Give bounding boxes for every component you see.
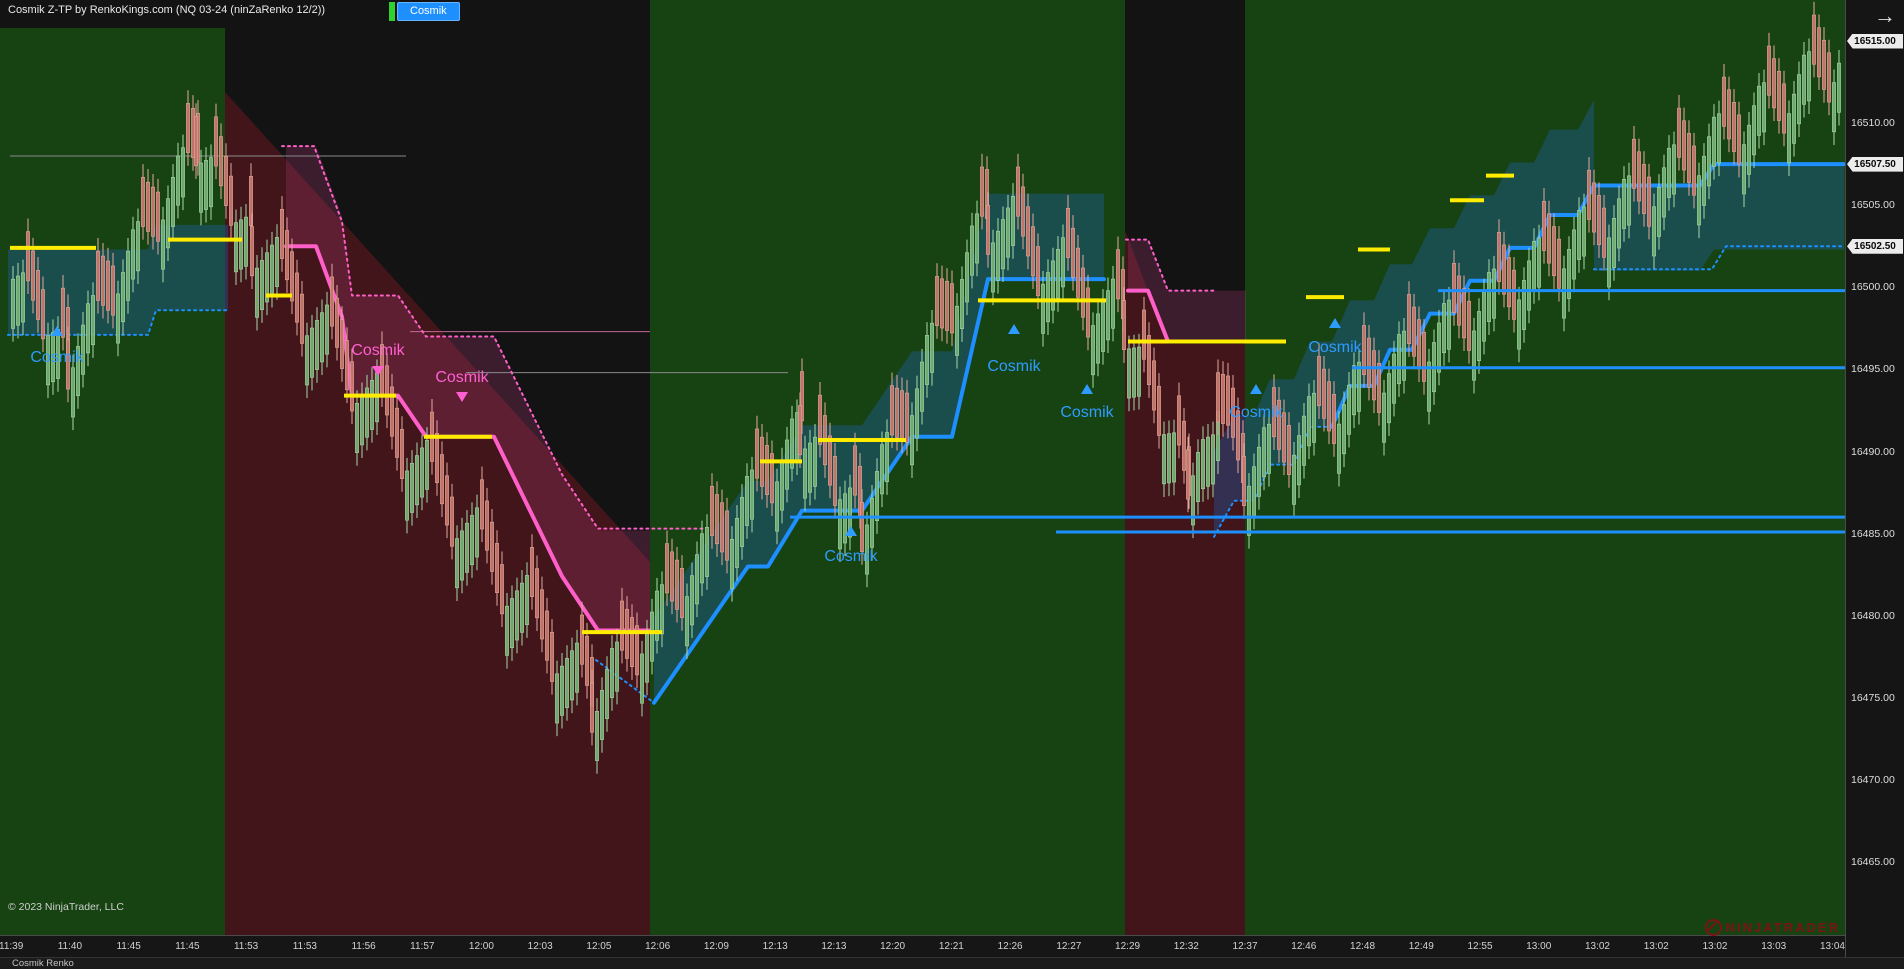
ninjatrader-watermark-text: NINJATRADER [1725,920,1840,935]
extended-level-lines [10,155,788,374]
cosmik-up-signal: Cosmik [824,526,879,565]
price-tick-label: 16470.00 [1851,773,1895,786]
cosmik-button-group: Cosmik [389,2,460,21]
time-tick-label: 12:32 [1173,941,1199,952]
down-triangle-icon [456,392,468,402]
time-tick-label: 13:04 [1819,941,1845,952]
cosmik-up-signal: Cosmik [1229,384,1284,421]
time-tick-label: 12:26 [997,941,1023,952]
time-tick-label: 12:06 [645,941,671,952]
cosmik-up-signal: Cosmik [30,326,85,366]
time-tick-label: 11:40 [57,941,83,952]
time-tick-label: 11:39 [0,941,24,952]
time-tick-label: 11:53 [233,941,259,952]
time-tick-label: 12:37 [1232,941,1258,952]
cosmik-signal-label: Cosmik [435,369,489,386]
time-tick-label: 12:27 [1056,941,1082,952]
chart-title: Cosmik Z-TP by RenkoKings.com (NQ 03-24 … [8,4,326,16]
price-tick-label: 16485.00 [1851,527,1895,540]
price-axis[interactable]: 16510.00 16505.00 16500.00 16495.00 16490.00… [1845,0,1904,957]
time-tick-label: 12:00 [468,941,494,952]
level-lines [790,289,1845,534]
time-tick-label: 13:03 [1761,941,1787,952]
up-triangle-icon [1329,318,1341,328]
time-tick-label: 13:02 [1643,941,1669,952]
price-marker: 16507.50 [1847,156,1903,172]
tp-segments [10,173,1514,635]
time-tick-label: 12:03 [527,941,553,952]
cosmik-signal-label: Cosmik [824,548,878,565]
time-tick-label: 13:02 [1702,941,1728,952]
price-marker: 16515.00 [1847,33,1903,49]
trail-lines [7,145,1845,705]
price-tick-label: 16495.00 [1851,363,1895,376]
time-tick-label: 11:45 [175,941,200,952]
up-triangle-icon [1081,384,1093,394]
chart-tab-bar: Cosmik Renko [0,957,1904,969]
cosmik-up-signal: Cosmik [987,324,1042,375]
time-tick-label: 11:45 [116,941,141,952]
down-triangle-icon [372,366,384,376]
time-tick-label: 12:09 [703,941,729,952]
time-tick-label: 13:02 [1584,941,1610,952]
forward-arrow-icon[interactable]: → [1874,3,1896,28]
time-tick-label: 12:46 [1291,941,1317,952]
up-triangle-icon [51,326,63,336]
time-tick-label: 11:57 [410,941,435,952]
cosmik-up-signal: Cosmik [1308,318,1363,356]
ninjatrader-logo-icon [1704,919,1722,936]
time-tick-label: 12:55 [1467,941,1493,952]
time-tick-label: 11:56 [351,941,376,952]
price-tick-label: 16510.00 [1851,117,1895,130]
cosmik-down-signal: Cosmik [351,342,406,376]
time-axis[interactable]: 11:39 11:40 11:45 11:45 11:53 11:53 11:56 11:57… [0,935,1845,958]
cosmik-signal-label: Cosmik [351,342,405,359]
cosmik-up-signal: Cosmik [1060,384,1115,421]
price-marker: 16502.50 [1847,238,1903,254]
cosmik-down-signal: Cosmik [435,369,490,402]
renko-chart-canvas[interactable]: Cosmik Cosmik Cosmik Cosmik Cosmik Cosmik Cosm… [0,0,1845,935]
cosmik-button[interactable]: Cosmik [397,2,460,21]
price-tick-label: 16465.00 [1851,856,1895,868]
price-tick-label: 16500.00 [1851,281,1895,294]
ninjatrader-watermark: NINJATRADER [1704,919,1840,936]
up-triangle-icon [1250,384,1262,394]
time-tick-label: 13:00 [1526,941,1552,952]
cosmik-signal-label: Cosmik [987,358,1041,375]
up-triangle-icon [845,526,857,536]
time-tick-label: 12:13 [762,941,788,952]
cosmik-signal-label: Cosmik [1308,339,1362,356]
copyright-text: © 2023 NinjaTrader, LLC [8,901,124,913]
time-tick-label: 12:05 [586,941,612,952]
price-tick-label: 16475.00 [1851,691,1895,704]
cosmik-signal-label: Cosmik [30,349,84,366]
time-tick-label: 12:29 [1115,941,1141,952]
cosmik-signal-label: Cosmik [1060,404,1114,421]
time-tick-label: 12:20 [880,941,906,952]
time-tick-label: 12:13 [821,941,847,952]
tab-cosmik-renko[interactable]: Cosmik Renko [12,958,74,969]
time-tick-label: 11:53 [292,941,317,952]
cosmik-status-bar-icon [389,2,395,21]
cosmik-signal-label: Cosmik [1229,404,1283,421]
time-tick-label: 12:49 [1408,941,1434,952]
price-tick-label: 16490.00 [1851,445,1895,458]
up-triangle-icon [1008,324,1020,334]
price-tick-label: 16480.00 [1851,609,1895,622]
renko-candles [11,1,1841,774]
time-tick-label: 12:48 [1350,941,1376,952]
signal-markers: Cosmik Cosmik Cosmik Cosmik Cosmik Cosmik Cosm… [30,318,1363,565]
time-tick-label: 12:21 [938,941,964,952]
price-tick-label: 16505.00 [1851,199,1895,212]
